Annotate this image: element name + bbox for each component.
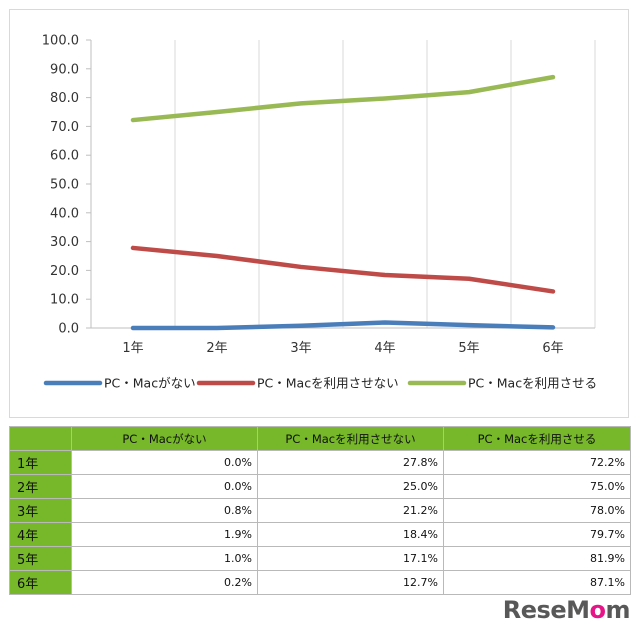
table-cell: 72.2% [443, 450, 631, 475]
y-tick-label: 90.0 [50, 62, 79, 77]
y-tick-label: 40.0 [50, 206, 79, 221]
table-header-cell: PC・Macを利用させる [443, 426, 631, 451]
table-row: 6年 0.2% 12.7% 87.1% [9, 570, 631, 595]
table-cell: 0.0% [71, 450, 258, 475]
table-cell: 81.9% [443, 546, 631, 571]
table-row: 5年 1.0% 17.1% 81.9% [9, 546, 631, 571]
table-cell: 75.0% [443, 474, 631, 499]
y-tick-label: 100.0 [42, 34, 79, 49]
y-tick-label: 80.0 [50, 91, 79, 106]
table-cell: 1.0% [71, 546, 258, 571]
chart-area: 0.0 10.0 20.0 30.0 40.0 50.0 60.0 70.0 80.0 90.0 1… [9, 9, 629, 418]
table-cell: 0.0% [71, 474, 258, 499]
x-tick-label: 5年 [458, 341, 479, 356]
table-row-label: 6年 [9, 570, 72, 595]
line-chart: 0.0 10.0 20.0 30.0 40.0 50.0 60.0 70.0 80.0 90.0 1… [42, 34, 597, 391]
table-row: 4年 1.9% 18.4% 79.7% [9, 522, 631, 547]
y-tick-label: 10.0 [50, 293, 79, 308]
resemom-logo: ResеMom [502, 596, 631, 624]
y-tick-label: 60.0 [50, 149, 79, 164]
table-row-label: 3年 [9, 498, 72, 523]
table-row: 3年 0.8% 21.2% 78.0% [9, 498, 631, 523]
logo-text-accent: o [589, 596, 606, 624]
table-cell: 79.7% [443, 522, 631, 547]
table-row-label: 2年 [9, 474, 72, 499]
x-tick-label: 2年 [206, 341, 227, 356]
table-cell: 0.2% [71, 570, 258, 595]
y-tick-label: 70.0 [50, 120, 79, 135]
y-tick-label: 0.0 [58, 322, 79, 337]
x-tick-label: 1年 [122, 341, 143, 356]
table-row-label: 4年 [9, 522, 72, 547]
table-header-cell: PC・Macがない [71, 426, 258, 451]
table-cell: 18.4% [257, 522, 444, 547]
series-line [130, 245, 556, 294]
table-header-cell: PC・Macを利用させない [257, 426, 444, 451]
legend-label: PC・Macがない [104, 376, 196, 391]
table-corner-cell [9, 426, 72, 451]
table-cell: 27.8% [257, 450, 444, 475]
table-row-label: 1年 [9, 450, 72, 475]
table-cell: 78.0% [443, 498, 631, 523]
logo-text-suffix: m [605, 596, 630, 624]
legend-label: PC・Macを利用させる [468, 376, 597, 391]
table-cell: 12.7% [257, 570, 444, 595]
table-row-label: 5年 [9, 546, 72, 571]
table-cell: 87.1% [443, 570, 631, 595]
x-tick-label: 3年 [290, 341, 311, 356]
table-cell: 21.2% [257, 498, 444, 523]
data-table: PC・Macがない PC・Macを利用させない PC・Macを利用させる 1年 … [9, 426, 631, 595]
table-header-row: PC・Macがない PC・Macを利用させない PC・Macを利用させる [9, 426, 631, 451]
y-tick-label: 50.0 [50, 178, 79, 193]
series-line [130, 74, 556, 123]
table-cell: 0.8% [71, 498, 258, 523]
table-cell: 1.9% [71, 522, 258, 547]
logo-text-prefix: ResеM [502, 596, 590, 624]
table-row: 2年 0.0% 25.0% 75.0% [9, 474, 631, 499]
y-tick-label: 30.0 [50, 235, 79, 250]
table-row: 1年 0.0% 27.8% 72.2% [9, 450, 631, 475]
x-tick-label: 6年 [542, 341, 563, 356]
x-tick-label: 4年 [374, 341, 395, 356]
legend-label: PC・Macを利用させない [257, 376, 399, 391]
series-line [130, 320, 556, 331]
table-cell: 17.1% [257, 546, 444, 571]
table-cell: 25.0% [257, 474, 444, 499]
y-tick-label: 20.0 [50, 264, 79, 279]
